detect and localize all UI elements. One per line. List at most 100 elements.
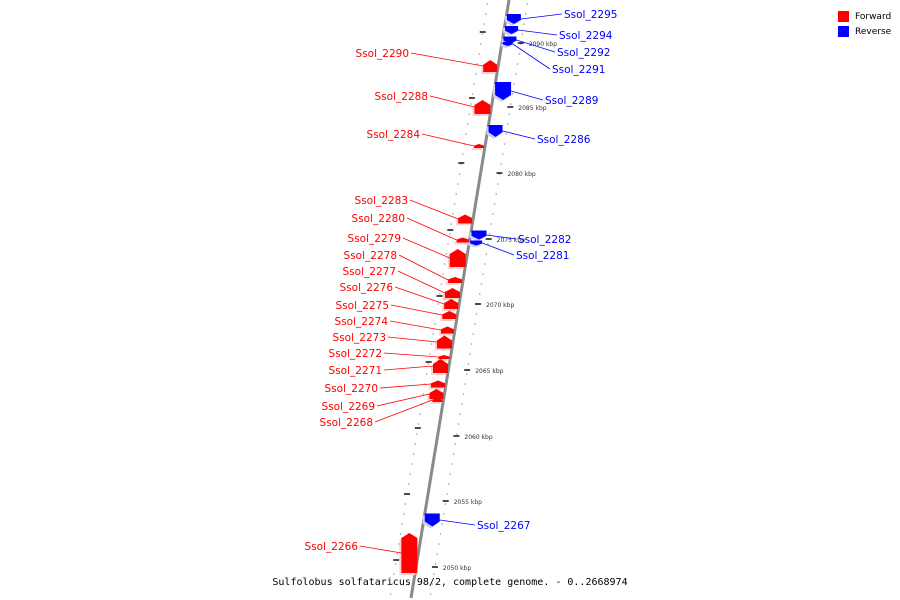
gene-label-ssol_2280[interactable]: Ssol_2280 bbox=[352, 213, 405, 225]
tick-label: 2050 kbp bbox=[443, 565, 471, 572]
gene-ssol_2292[interactable] bbox=[503, 36, 517, 44]
gene-label-ssol_2274[interactable]: Ssol_2274 bbox=[335, 316, 389, 328]
gene-ssol_2268[interactable] bbox=[432, 398, 443, 402]
gene-ssol_2277[interactable] bbox=[444, 288, 460, 298]
guide-dot bbox=[467, 363, 470, 365]
gene-ssol_2295[interactable] bbox=[506, 14, 521, 24]
gene-label-ssol_2289[interactable]: Ssol_2289 bbox=[545, 95, 598, 107]
gene-ssol_2294[interactable] bbox=[505, 26, 519, 34]
guide-dot bbox=[441, 523, 443, 525]
gene-label-ssol_2288[interactable]: Ssol_2288 bbox=[375, 91, 428, 103]
guide-dot bbox=[429, 353, 431, 355]
gene-ssol_2283[interactable] bbox=[458, 214, 473, 224]
guide-dot bbox=[521, 33, 524, 35]
gene-label-ssol_2286[interactable]: Ssol_2286 bbox=[537, 134, 591, 146]
gene-ssol_2275[interactable] bbox=[442, 311, 457, 319]
guide-dot bbox=[492, 213, 494, 215]
leader-line bbox=[516, 39, 556, 53]
guide-dot bbox=[414, 443, 417, 445]
guide-dot bbox=[393, 573, 395, 575]
gene-label-ssol_2277[interactable]: Ssol_2277 bbox=[343, 266, 396, 278]
guide-dot bbox=[431, 583, 434, 585]
gene-ssol_2280[interactable] bbox=[456, 237, 469, 243]
gene-label-ssol_2273[interactable]: Ssol_2273 bbox=[333, 332, 386, 344]
gene-label-ssol_2275[interactable]: Ssol_2275 bbox=[336, 300, 389, 312]
guide-dot bbox=[430, 343, 433, 345]
gene-ssol_2270[interactable] bbox=[431, 380, 446, 388]
leader-line bbox=[387, 336, 437, 343]
gene-ssol_2278[interactable] bbox=[448, 277, 463, 283]
gene-label-ssol_2269[interactable]: Ssol_2269 bbox=[322, 401, 375, 413]
gene-ssol_2274[interactable] bbox=[440, 326, 454, 334]
guide-dot bbox=[458, 173, 461, 175]
guide-dot bbox=[389, 593, 392, 595]
tick-label: 2075 kbp bbox=[497, 237, 525, 244]
tick-label: 2055 kbp bbox=[454, 499, 482, 506]
gene-ssol_2281[interactable] bbox=[470, 240, 483, 246]
gene-ssol_2282[interactable] bbox=[471, 230, 487, 240]
gene-label-ssol_2270[interactable]: Ssol_2270 bbox=[325, 383, 378, 395]
gene-label-ssol_2284[interactable]: Ssol_2284 bbox=[367, 129, 421, 141]
gene-label-ssol_2267[interactable]: Ssol_2267 bbox=[477, 520, 530, 532]
gene-ssol_2269[interactable] bbox=[429, 389, 444, 399]
guide-dot bbox=[422, 393, 425, 395]
guide-dot bbox=[447, 243, 449, 245]
gene-ssol_2288[interactable] bbox=[474, 100, 491, 114]
gene-label-ssol_2294[interactable]: Ssol_2294 bbox=[559, 30, 613, 42]
guide-dot bbox=[450, 223, 453, 225]
guide-dot bbox=[518, 53, 520, 55]
guide-dot bbox=[459, 413, 461, 415]
legend-forward: Forward bbox=[838, 9, 891, 24]
leader-line bbox=[359, 545, 402, 554]
leader-line bbox=[406, 217, 457, 241]
guide-dot bbox=[464, 383, 466, 385]
gene-label-ssol_2281[interactable]: Ssol_2281 bbox=[516, 250, 569, 262]
guide-dot bbox=[460, 403, 463, 405]
gene-ssol_2284[interactable] bbox=[474, 144, 485, 148]
genome-backbone bbox=[409, 0, 511, 599]
gene-label-ssol_2295[interactable]: Ssol_2295 bbox=[564, 9, 617, 21]
leader-line bbox=[376, 393, 430, 407]
kbp-ticks: 2090 kbp 2085 kbp 2080 kbp 2075 kbp 2070 kbp… bbox=[393, 31, 557, 572]
guide-dot bbox=[465, 133, 467, 135]
gene-label-ssol_2291[interactable]: Ssol_2291 bbox=[552, 64, 605, 76]
guide-dot bbox=[488, 233, 491, 235]
gene-label-ssol_2272[interactable]: Ssol_2272 bbox=[329, 348, 382, 360]
guide-dot bbox=[515, 73, 517, 75]
gene-ssol_2290[interactable] bbox=[483, 60, 498, 72]
gene-ssol_2289[interactable] bbox=[495, 82, 512, 100]
guide-dot bbox=[475, 313, 478, 315]
gene-ssol_2276[interactable] bbox=[444, 299, 459, 309]
leader-line bbox=[520, 13, 563, 20]
guide-dot bbox=[443, 263, 446, 265]
gene-ssol_2279[interactable] bbox=[449, 249, 466, 267]
leader-line bbox=[518, 29, 558, 36]
gene-ssol_2271[interactable] bbox=[433, 359, 449, 373]
gene-label-ssol_2268[interactable]: Ssol_2268 bbox=[320, 417, 373, 429]
guide-dot bbox=[469, 353, 471, 355]
gene-label-ssol_2282[interactable]: Ssol_2282 bbox=[518, 234, 571, 246]
gene-ssol_2266[interactable] bbox=[401, 533, 418, 573]
leader-line bbox=[486, 234, 517, 240]
guide-dot bbox=[480, 283, 483, 285]
gene-ssol_2267[interactable] bbox=[424, 513, 440, 527]
leader-line bbox=[379, 383, 432, 389]
guide-dot bbox=[446, 493, 448, 495]
gene-ssol_2273[interactable] bbox=[436, 335, 452, 349]
gene-label-ssol_2290[interactable]: Ssol_2290 bbox=[356, 48, 409, 60]
gene-label-ssol_2279[interactable]: Ssol_2279 bbox=[348, 233, 401, 245]
guide-dot bbox=[465, 373, 468, 375]
gene-label-ssol_2292[interactable]: Ssol_2292 bbox=[557, 47, 610, 59]
gene-label-ssol_2276[interactable]: Ssol_2276 bbox=[340, 282, 394, 294]
gene-label-ssol_2266[interactable]: Ssol_2266 bbox=[305, 541, 359, 553]
guide-dot bbox=[516, 63, 519, 65]
gene-label-ssol_2283[interactable]: Ssol_2283 bbox=[355, 195, 408, 207]
gene-ssol_2286[interactable] bbox=[488, 125, 503, 137]
guide-dot bbox=[452, 213, 454, 215]
guide-dot bbox=[404, 503, 407, 505]
gene-ssol_2272[interactable] bbox=[438, 355, 450, 359]
guide-dot bbox=[442, 273, 444, 275]
gene-ssol_2291[interactable] bbox=[502, 42, 513, 46]
gene-label-ssol_2278[interactable]: Ssol_2278 bbox=[344, 250, 397, 262]
gene-label-ssol_2271[interactable]: Ssol_2271 bbox=[329, 365, 382, 377]
